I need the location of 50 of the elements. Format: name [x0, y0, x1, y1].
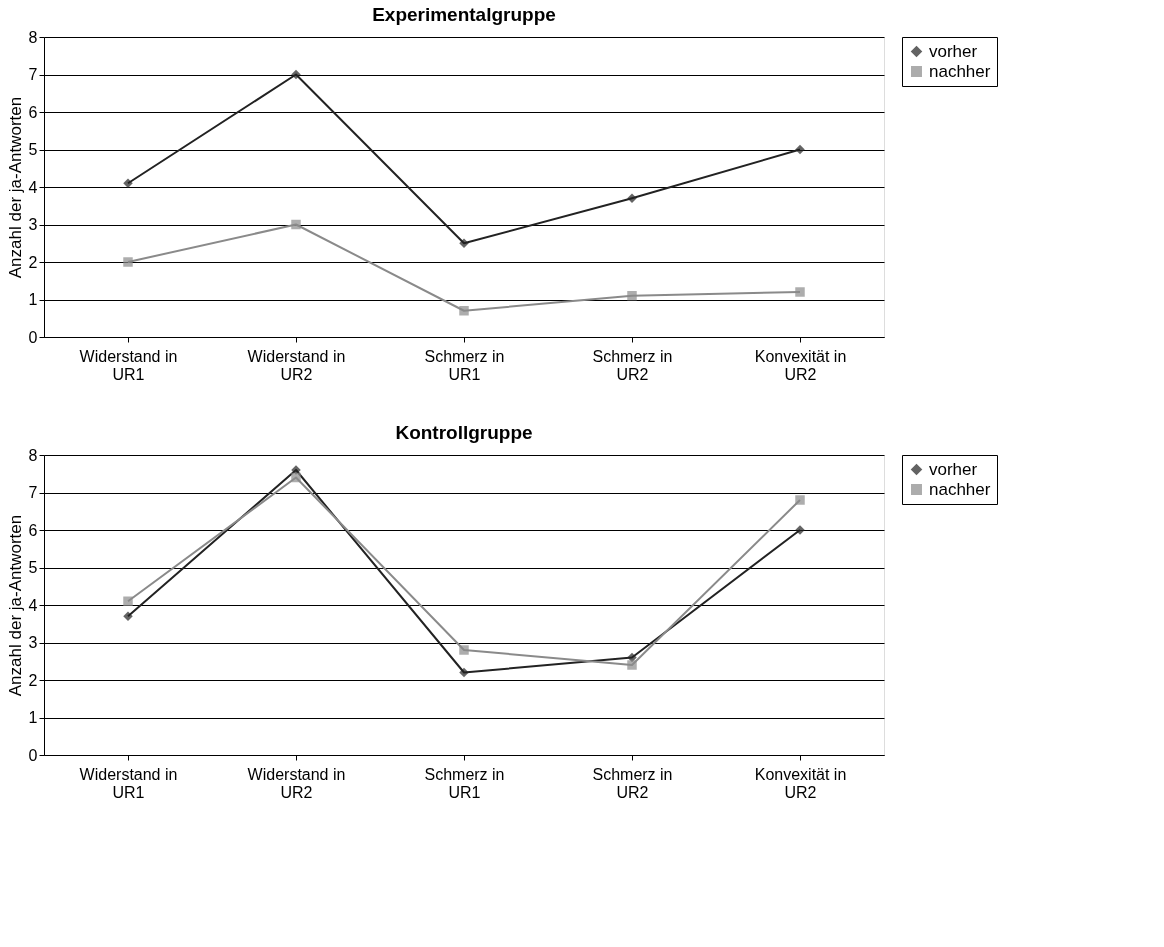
point	[795, 495, 805, 505]
y-tick-label: 2	[28, 253, 38, 271]
chart-title: Kontrollgruppe	[395, 422, 533, 443]
x-tick-label: Schmerz in UR1	[424, 347, 505, 383]
chart-title: Experimentalgruppe	[372, 4, 556, 25]
point	[123, 257, 133, 267]
x-tick-label: Schmerz in UR2	[592, 347, 673, 383]
x-tick-label: Widerstand in UR1	[79, 765, 178, 801]
x-tick-label: Schmerz in UR2	[592, 765, 673, 801]
point	[627, 291, 637, 301]
x-tick-label: Konvexität in UR2	[754, 765, 847, 801]
legend-label: vorher	[929, 459, 978, 479]
x-tick-label: Widerstand in UR2	[247, 347, 346, 383]
y-tick-label: 5	[28, 141, 38, 158]
point	[291, 69, 301, 80]
point	[459, 667, 469, 678]
y-tick-label: 7	[28, 484, 38, 501]
x-tick-label: Widerstand in UR1	[79, 347, 178, 383]
y-tick-label: 4	[28, 178, 38, 196]
x-tick-label: Konvexität in UR2	[754, 347, 847, 383]
point	[291, 472, 301, 483]
legend-label: nachher	[929, 479, 991, 499]
y-tick-label: 0	[28, 746, 38, 764]
legend-label: vorher	[929, 41, 978, 61]
y-tick-label: 5	[28, 559, 38, 576]
point	[459, 306, 469, 316]
y-tick-label: 3	[28, 216, 38, 233]
point	[627, 652, 637, 663]
legend-label: nachher	[929, 61, 991, 81]
y-tick-label: 8	[28, 446, 38, 464]
x-tick-label: Widerstand in UR2	[247, 765, 346, 801]
y-tick-label: 3	[28, 634, 38, 651]
y-tick-label: 0	[28, 328, 38, 346]
y-tick-label: 4	[28, 596, 38, 614]
y-tick-label: 6	[28, 521, 38, 539]
x-tick-label: Schmerz in UR1	[424, 765, 505, 801]
point	[627, 660, 637, 670]
y-tick-label: 8	[28, 28, 38, 46]
point	[795, 144, 805, 155]
y-axis-title: Anzahl der ja-Antworten	[5, 514, 25, 697]
point	[459, 645, 469, 655]
y-tick-label: 6	[28, 103, 38, 121]
point	[123, 596, 133, 606]
point	[795, 287, 805, 297]
y-tick-label: 1	[28, 291, 38, 308]
y-tick-label: 2	[28, 671, 38, 689]
y-axis-title: Anzahl der ja-Antworten	[5, 96, 25, 279]
y-tick-label: 1	[28, 709, 38, 726]
y-tick-label: 7	[28, 66, 38, 83]
point	[291, 219, 301, 230]
